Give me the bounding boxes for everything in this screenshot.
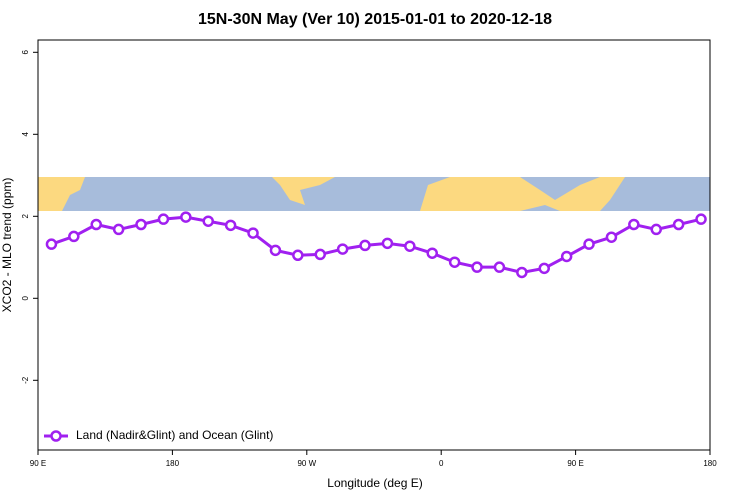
y-tick-label: -2 <box>21 376 30 384</box>
data-point <box>68 230 80 243</box>
data-point <box>583 238 595 250</box>
data-point <box>224 219 237 232</box>
data-point <box>605 231 618 243</box>
x-tick-label: 90 E <box>567 459 583 468</box>
legend-label: Land (Nadir&Glint) and Ocean (Glint) <box>76 428 273 442</box>
x-tick-label: 180 <box>703 459 717 468</box>
chart-title: 15N-30N May (Ver 10) 2015-01-01 to 2020-… <box>198 11 552 28</box>
y-tick-label: 0 <box>21 296 30 301</box>
data-point <box>628 218 640 231</box>
data-point <box>45 238 58 250</box>
x-tick-label: 90 E <box>30 459 46 468</box>
y-axis-label: XCO2 - MLO trend (ppm) <box>0 178 14 313</box>
data-point <box>538 262 550 275</box>
data-point <box>493 261 506 273</box>
x-tick-label: 90 W <box>297 459 316 468</box>
x-axis-label: Longitude (deg E) <box>327 476 422 490</box>
x-tick-label: 0 <box>439 459 444 468</box>
data-point <box>381 237 394 250</box>
data-point <box>404 240 416 252</box>
data-point <box>448 256 461 268</box>
x-tick-label: 180 <box>166 459 180 468</box>
data-point <box>112 223 125 236</box>
series-line <box>50 215 702 275</box>
data-point <box>180 211 192 223</box>
data-point <box>650 223 662 236</box>
data-point <box>426 247 438 259</box>
legend-marker <box>50 430 62 442</box>
data-point <box>157 213 170 225</box>
y-tick-label: 6 <box>21 50 30 55</box>
data-point <box>471 261 483 273</box>
data-point <box>516 266 528 279</box>
data-point <box>560 250 573 263</box>
data-point <box>135 218 147 231</box>
data-point <box>247 227 259 239</box>
data-point <box>269 244 282 257</box>
data-point <box>359 239 371 252</box>
data-point <box>695 213 707 225</box>
y-tick-label: 4 <box>21 132 30 137</box>
data-point <box>292 249 304 261</box>
plot-frame <box>37 39 711 451</box>
data-point <box>672 218 685 231</box>
data-point <box>90 218 102 231</box>
map-strip <box>38 177 710 211</box>
data-point <box>314 248 326 261</box>
data-point <box>336 243 349 255</box>
y-tick-label: 2 <box>21 214 30 219</box>
data-point <box>202 215 214 227</box>
